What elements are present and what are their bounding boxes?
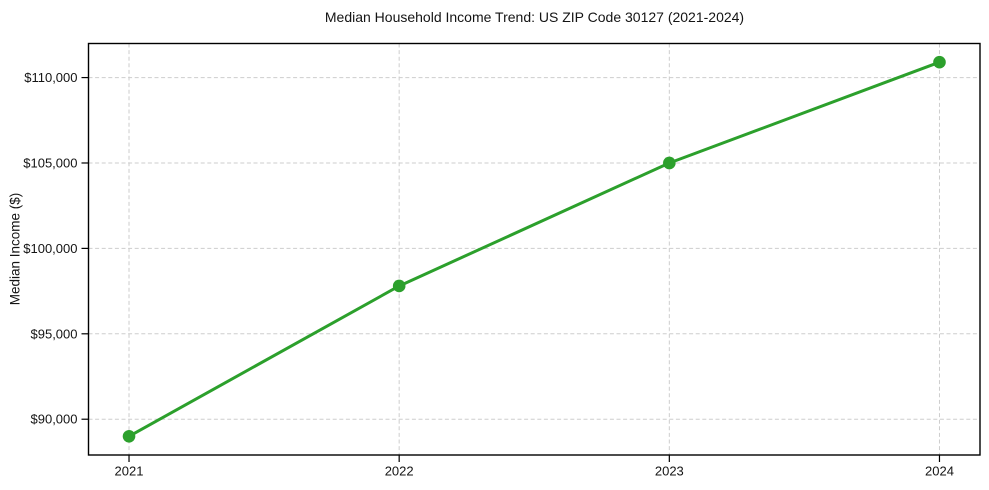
y-tick-label: $110,000: [24, 70, 77, 85]
y-tick-label: $90,000: [31, 412, 78, 427]
x-tick-label: 2024: [925, 464, 954, 479]
plot-border: [87, 42, 981, 456]
data-point-2024: [933, 55, 946, 69]
data-point-2023: [663, 156, 676, 170]
data-point-2021: [122, 429, 136, 443]
x-tick-label: 2022: [385, 464, 414, 479]
y-tick-label: $105,000: [23, 155, 77, 170]
x-tick-label: 2021: [115, 464, 144, 479]
data-point-2022: [392, 279, 406, 293]
trend-line: [127, 60, 941, 438]
y-tick-label: $100,000: [23, 241, 77, 256]
y-tick-label: $95,000: [31, 326, 78, 341]
x-tick-label: 2023: [655, 464, 684, 479]
chart-title: Median Household Income Trend: US ZIP Co…: [324, 9, 745, 25]
